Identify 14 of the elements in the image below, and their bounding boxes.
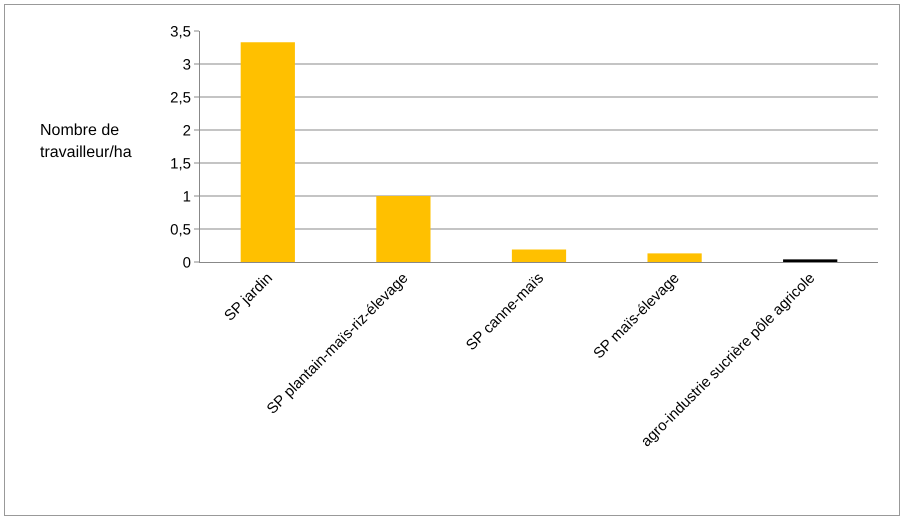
bar <box>376 196 431 262</box>
y-tick-label: 2,5 <box>170 89 191 106</box>
y-axis-title: Nombre de travailleur/ha <box>40 121 133 163</box>
y-tick-label: 3 <box>182 56 191 74</box>
bar <box>512 249 566 262</box>
y-tick-label: 0 <box>182 254 191 272</box>
bar <box>240 42 295 262</box>
bar <box>783 259 838 262</box>
y-tick-label: 1,5 <box>170 155 191 172</box>
y-tick-label: 1 <box>182 188 191 206</box>
y-tick-label: 2 <box>182 122 191 140</box>
y-tick-label: 0,5 <box>170 221 191 238</box>
bar <box>647 253 702 262</box>
y-tick-label: 3,5 <box>170 23 191 40</box>
